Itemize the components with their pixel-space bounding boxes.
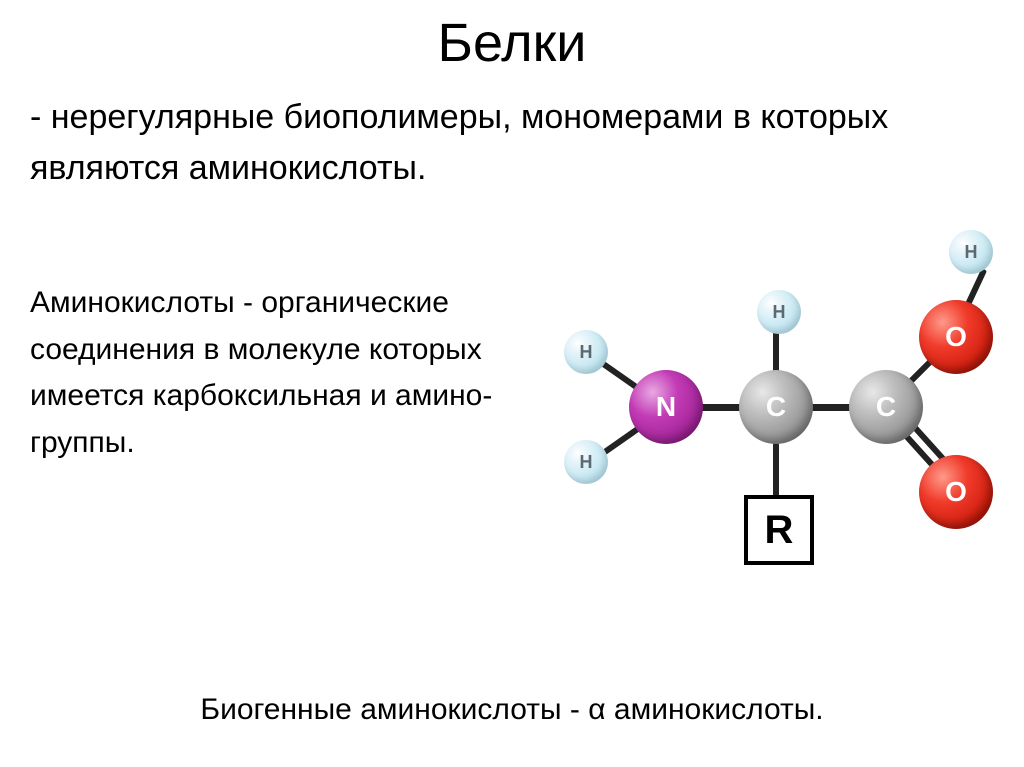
- subdefinition-text: Аминокислоты - органические соединения в…: [30, 280, 570, 466]
- atom-carbon-carboxyl: C: [849, 370, 923, 444]
- atom-label: C: [766, 391, 786, 423]
- definition-text: - нерегулярные биополимеры, мономерами в…: [0, 74, 1024, 194]
- atom-label: H: [965, 242, 978, 263]
- atom-label: C: [876, 391, 896, 423]
- atom-label: N: [656, 391, 676, 423]
- r-group-box: R: [744, 495, 814, 565]
- atom-hydrogen-4: H: [949, 230, 993, 274]
- atom-hydrogen-3: H: [757, 290, 801, 334]
- atom-label: O: [945, 476, 967, 508]
- atom-hydrogen-1: H: [564, 330, 608, 374]
- page-title: Белки: [0, 0, 1024, 74]
- atom-label: H: [580, 452, 593, 473]
- atom-oxygen-hydroxyl: O: [919, 300, 993, 374]
- atom-hydrogen-2: H: [564, 440, 608, 484]
- atom-label: R: [765, 508, 794, 553]
- atom-label: O: [945, 321, 967, 353]
- footer-text: Биогенные аминокислоты - α аминокислоты.: [0, 693, 1024, 727]
- atom-label: H: [580, 342, 593, 363]
- atom-carbon-alpha: C: [739, 370, 813, 444]
- amino-acid-molecule-diagram: H H N C H C O H O R: [534, 230, 1004, 600]
- atom-nitrogen: N: [629, 370, 703, 444]
- atom-oxygen-carbonyl: O: [919, 455, 993, 529]
- atom-label: H: [773, 302, 786, 323]
